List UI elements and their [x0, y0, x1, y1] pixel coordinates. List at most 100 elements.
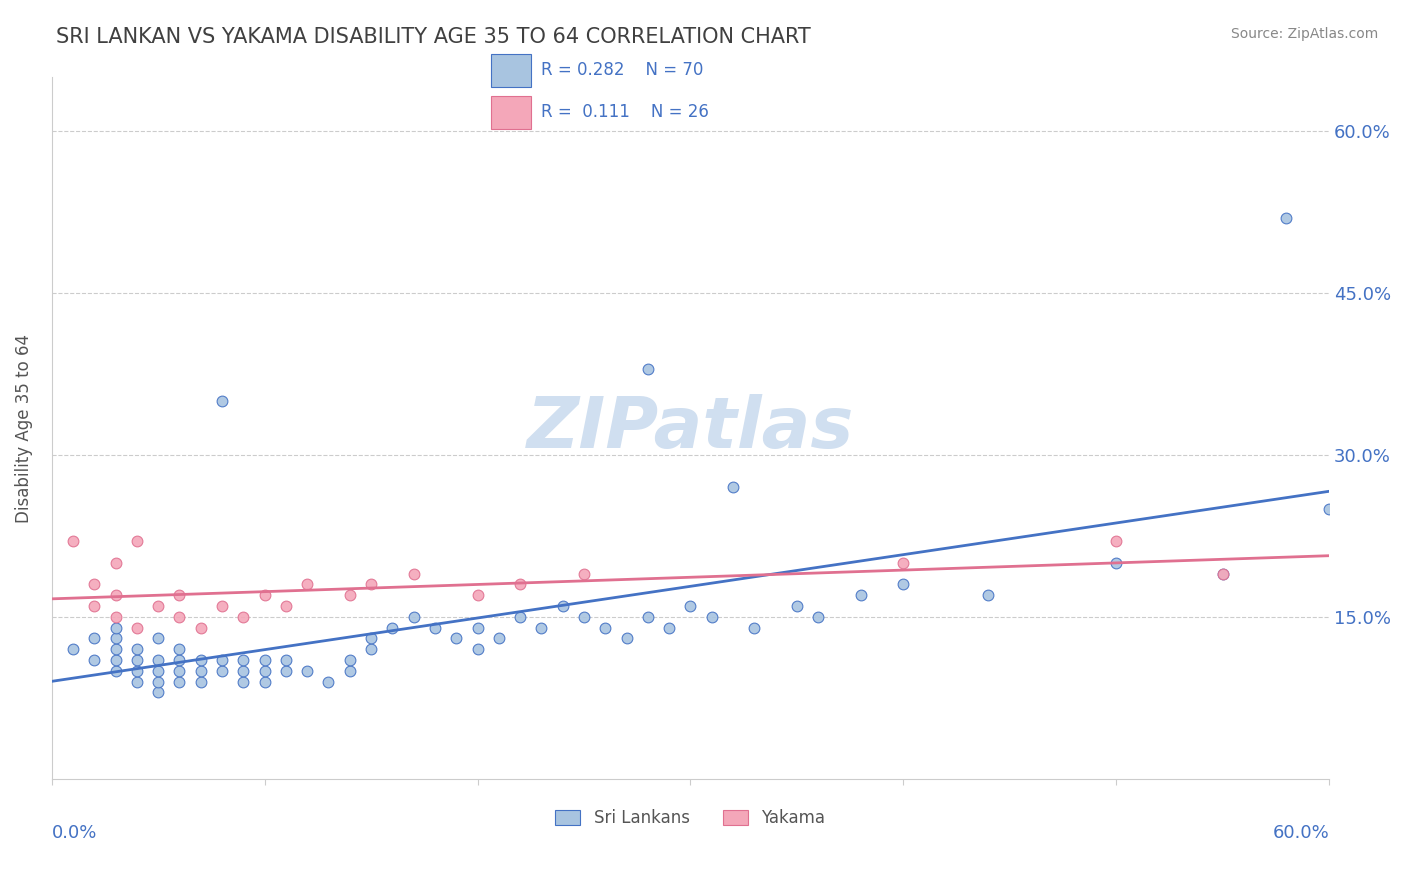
Point: [572, 566, 595, 581]
Point: [169, 588, 191, 602]
Point: [423, 621, 446, 635]
Point: [83, 577, 105, 591]
Point: [211, 394, 233, 409]
Point: [593, 621, 616, 635]
Point: [232, 664, 254, 678]
Point: [721, 480, 744, 494]
Point: [509, 610, 531, 624]
Point: [274, 599, 297, 613]
Point: [849, 588, 872, 602]
Point: [104, 632, 127, 646]
Point: [551, 599, 574, 613]
Point: [616, 632, 638, 646]
FancyBboxPatch shape: [491, 96, 531, 129]
Point: [125, 664, 148, 678]
Point: [190, 653, 212, 667]
Point: [83, 632, 105, 646]
Point: [1275, 211, 1298, 225]
Text: R =  0.111    N = 26: R = 0.111 N = 26: [541, 103, 709, 121]
Point: [148, 632, 170, 646]
Point: [1212, 566, 1234, 581]
Point: [169, 664, 191, 678]
Point: [148, 674, 170, 689]
Point: [190, 674, 212, 689]
Text: SRI LANKAN VS YAKAMA DISABILITY AGE 35 TO 64 CORRELATION CHART: SRI LANKAN VS YAKAMA DISABILITY AGE 35 T…: [56, 27, 811, 46]
Point: [190, 621, 212, 635]
Point: [211, 599, 233, 613]
Point: [381, 621, 404, 635]
Point: [62, 642, 84, 657]
Point: [274, 664, 297, 678]
Point: [509, 577, 531, 591]
Point: [530, 621, 553, 635]
Point: [700, 610, 723, 624]
Point: [318, 674, 340, 689]
Point: [637, 361, 659, 376]
Point: [295, 664, 318, 678]
Point: [402, 566, 425, 581]
Point: [467, 621, 489, 635]
Point: [148, 664, 170, 678]
Point: [169, 642, 191, 657]
Point: [104, 664, 127, 678]
Point: [402, 610, 425, 624]
Point: [190, 664, 212, 678]
Point: [467, 642, 489, 657]
Point: [169, 674, 191, 689]
Text: Source: ZipAtlas.com: Source: ZipAtlas.com: [1230, 27, 1378, 41]
Point: [360, 642, 382, 657]
Legend: Sri Lankans, Yakama: Sri Lankans, Yakama: [548, 802, 832, 833]
Point: [104, 588, 127, 602]
Point: [977, 588, 1000, 602]
Point: [148, 685, 170, 699]
Point: [104, 642, 127, 657]
Point: [169, 653, 191, 667]
Text: R = 0.282    N = 70: R = 0.282 N = 70: [541, 61, 703, 78]
Text: ZIPatlas: ZIPatlas: [527, 393, 853, 463]
Point: [467, 588, 489, 602]
Point: [125, 642, 148, 657]
Point: [488, 632, 510, 646]
Text: 0.0%: 0.0%: [52, 824, 97, 842]
Point: [104, 556, 127, 570]
Point: [1212, 566, 1234, 581]
Point: [104, 653, 127, 667]
Point: [232, 610, 254, 624]
Point: [360, 577, 382, 591]
Point: [360, 632, 382, 646]
Y-axis label: Disability Age 35 to 64: Disability Age 35 to 64: [15, 334, 32, 523]
Point: [83, 653, 105, 667]
FancyBboxPatch shape: [491, 54, 531, 87]
Point: [253, 674, 276, 689]
Point: [658, 621, 681, 635]
Point: [83, 599, 105, 613]
Point: [339, 588, 361, 602]
Point: [444, 632, 467, 646]
Point: [104, 610, 127, 624]
Point: [125, 674, 148, 689]
Point: [148, 653, 170, 667]
Point: [637, 610, 659, 624]
Point: [232, 674, 254, 689]
Point: [253, 664, 276, 678]
Point: [891, 556, 914, 570]
Point: [125, 653, 148, 667]
Text: 60.0%: 60.0%: [1272, 824, 1329, 842]
Point: [679, 599, 702, 613]
Point: [104, 621, 127, 635]
Point: [1105, 556, 1128, 570]
Point: [339, 653, 361, 667]
Point: [169, 610, 191, 624]
Point: [1105, 534, 1128, 549]
Point: [807, 610, 830, 624]
Point: [786, 599, 808, 613]
Point: [742, 621, 765, 635]
Point: [274, 653, 297, 667]
Point: [211, 664, 233, 678]
Point: [891, 577, 914, 591]
Point: [125, 534, 148, 549]
Point: [1317, 502, 1340, 516]
Point: [211, 653, 233, 667]
Point: [253, 653, 276, 667]
Point: [253, 588, 276, 602]
